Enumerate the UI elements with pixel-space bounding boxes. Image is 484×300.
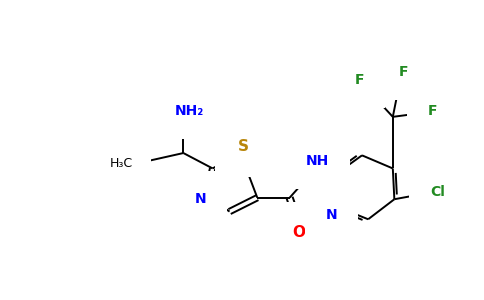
Text: N: N <box>325 208 337 222</box>
Text: Cl: Cl <box>430 184 445 199</box>
Text: O: O <box>292 225 305 240</box>
Text: N: N <box>195 192 206 206</box>
Text: NH₂: NH₂ <box>175 104 204 118</box>
Text: F: F <box>355 73 364 87</box>
Text: F: F <box>428 104 438 118</box>
Text: H₃C: H₃C <box>109 157 133 169</box>
Text: S: S <box>238 140 249 154</box>
Text: NH: NH <box>306 154 329 168</box>
Text: F: F <box>399 65 408 79</box>
